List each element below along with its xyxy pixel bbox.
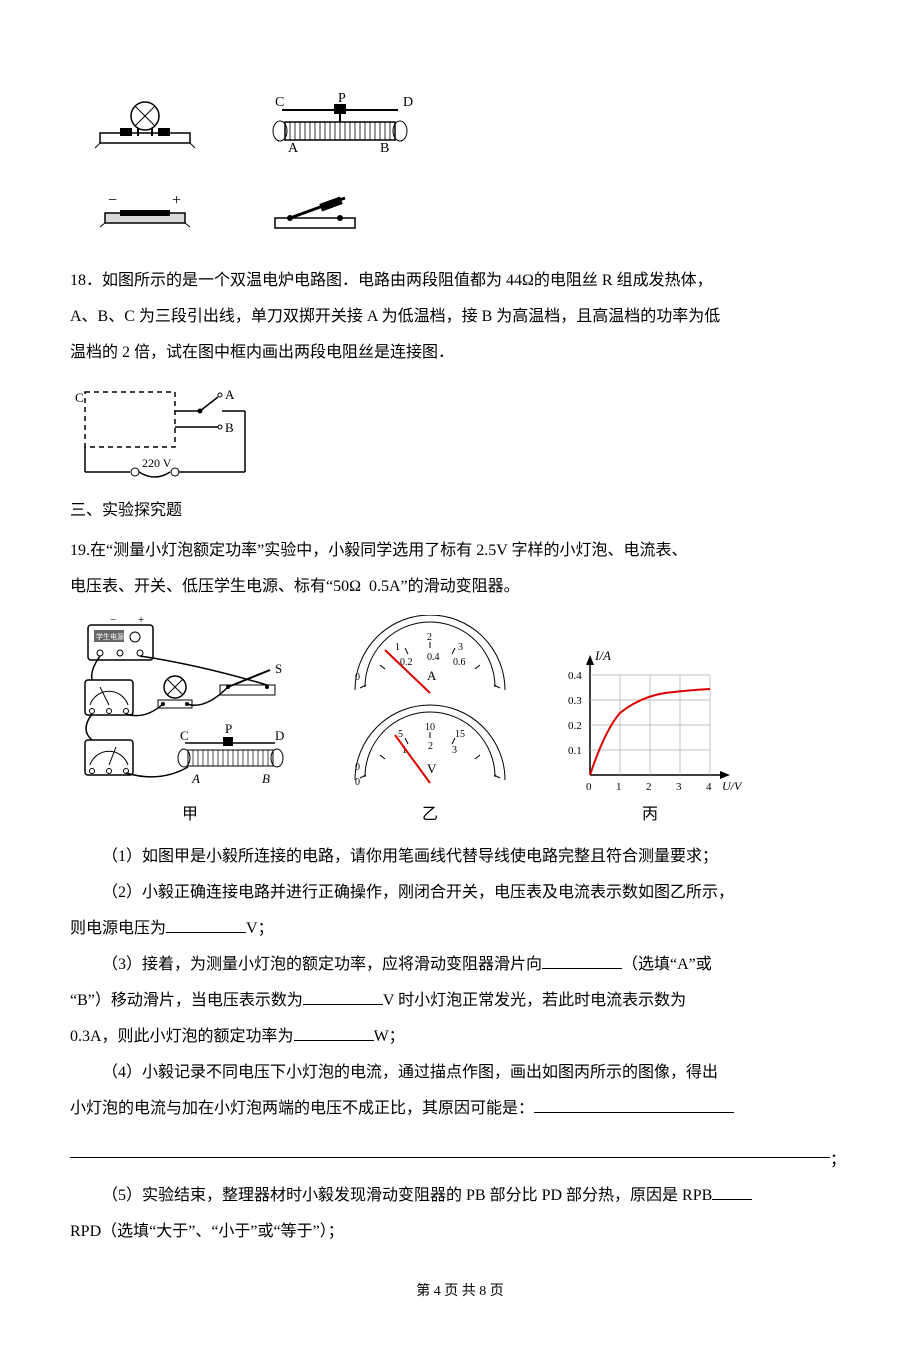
svg-text:0.4: 0.4 — [568, 670, 582, 682]
q19-p4a: （4）小毅记录不同电压下小灯泡的电流，通过描点作图，画出如图丙所示的图像，得出 — [70, 1057, 850, 1089]
q19-p5b: RPD（选填“大于”、“小于”或“等于”）； — [70, 1216, 850, 1248]
blank-reason-1[interactable] — [534, 1094, 734, 1113]
svg-text:学生电源: 学生电源 — [96, 632, 124, 641]
q18-line2: A、B、C 为三段引出线，单刀双掷开关接 A 为低温档，接 B 为高温档，且高温… — [70, 301, 850, 333]
label-d: D — [403, 95, 413, 110]
svg-text:0: 0 — [355, 777, 360, 788]
q19-figures: 学生电源 − + S — [70, 615, 850, 795]
battery-diagram: − + — [90, 190, 200, 235]
q19-p4b: 小灯泡的电流与加在小灯泡两端的电压不成正比，其原因可能是： — [70, 1093, 850, 1125]
page-footer: 第 4 页 共 8 页 — [70, 1278, 850, 1306]
blank-reason-2-row: ； — [70, 1129, 850, 1176]
svg-text:−: − — [108, 193, 117, 209]
blank-volt-reading[interactable] — [303, 986, 383, 1005]
svg-text:A: A — [427, 668, 437, 683]
svg-text:0: 0 — [355, 762, 360, 773]
svg-text:V: V — [427, 761, 437, 776]
q19-intro2: 电压表、开关、低压学生电源、标有“50Ω 0.5A”的滑动变阻器。 — [70, 571, 850, 603]
figure-yi: 0 1 0.2 2 0.4 3 0.6 A 0 0 5 1 10 2 15 — [330, 615, 530, 795]
svg-text:U/V: U/V — [722, 779, 743, 793]
svg-text:S: S — [275, 661, 282, 676]
label-a: A — [288, 141, 299, 156]
svg-text:2: 2 — [427, 632, 432, 643]
q19-intro1: 19.在“测量小灯泡额定功率”实验中，小毅同学选用了标有 2.5V 字样的小灯泡… — [70, 535, 850, 567]
svg-text:3: 3 — [676, 781, 682, 793]
blank-reason-2[interactable] — [70, 1135, 830, 1158]
svg-text:3: 3 — [452, 745, 457, 756]
rheostat-diagram: C P D A B — [260, 90, 420, 160]
svg-text:0.1: 0.1 — [568, 745, 582, 757]
q19-p2b: 则电源电压为V； — [70, 913, 850, 945]
caption-bing: 丙 — [550, 799, 750, 831]
svg-text:220 V: 220 V — [142, 456, 172, 470]
svg-text:0: 0 — [355, 672, 360, 683]
label-c: C — [275, 95, 284, 110]
svg-text:1: 1 — [616, 781, 622, 793]
q19-p3a: （3）接着，为测量小灯泡的额定功率，应将滑动变阻器滑片向（选填“A”或 — [70, 949, 850, 981]
svg-text:0.3: 0.3 — [568, 695, 582, 707]
svg-text:3: 3 — [458, 642, 463, 653]
svg-text:P: P — [225, 721, 232, 736]
svg-text:15: 15 — [455, 729, 465, 740]
label-b: B — [380, 141, 389, 156]
svg-text:2: 2 — [646, 781, 652, 793]
q19-p3c: 0.3A，则此小灯泡的额定功率为W； — [70, 1021, 850, 1053]
lamp-diagram — [90, 90, 200, 160]
svg-text:B: B — [225, 420, 234, 435]
label-p: P — [338, 91, 346, 106]
svg-text:10: 10 — [425, 722, 435, 733]
svg-text:C: C — [180, 728, 189, 743]
svg-text:A: A — [191, 771, 200, 786]
svg-text:0: 0 — [586, 781, 592, 793]
svg-text:2: 2 — [428, 741, 433, 752]
switch-diagram — [260, 190, 370, 235]
svg-text:I/A: I/A — [594, 648, 611, 663]
figure-bing: I/A 0.4 0.3 0.2 0.1 0 1 2 3 4 U/V — [550, 645, 750, 795]
section-3-header: 三、实验探究题 — [70, 495, 850, 527]
svg-text:1: 1 — [395, 642, 400, 653]
svg-text:+: + — [172, 193, 181, 209]
figure-captions: 甲 乙 丙 — [70, 799, 850, 831]
caption-jia: 甲 — [70, 799, 310, 831]
q19-p2a: （2）小毅正确连接电路并进行正确操作，刚闭合开关，电压表及电流表示数如图乙所示， — [70, 877, 850, 909]
svg-text:0.2: 0.2 — [568, 720, 582, 732]
q18-line3: 温档的 2 倍，试在图中框内画出两段电阻丝是连接图． — [70, 337, 850, 369]
svg-text:0.4: 0.4 — [427, 652, 440, 663]
q19-p3b: “B”）移动滑片，当电压表示数为V 时小灯泡正常发光，若此时电流表示数为 — [70, 985, 850, 1017]
q18-circuit: C A B 220 V — [70, 377, 850, 487]
svg-text:5: 5 — [398, 729, 403, 740]
q18-line1: 18．如图所示的是一个双温电炉电路图．电路由两段阻值都为 44Ω的电阻丝 R 组… — [70, 265, 850, 297]
svg-text:B: B — [262, 771, 270, 786]
svg-text:4: 4 — [706, 781, 712, 793]
blank-voltage[interactable] — [166, 914, 246, 933]
blank-direction[interactable] — [542, 950, 622, 969]
blank-power[interactable] — [294, 1022, 374, 1041]
svg-text:C: C — [75, 390, 84, 405]
figure-jia: 学生电源 − + S — [70, 615, 310, 795]
component-row-1: C P D A B — [90, 90, 850, 160]
svg-text:0.6: 0.6 — [453, 657, 466, 668]
q19-p1: （1）如图甲是小毅所连接的电路，请你用笔画线代替导线使电路完整且符合测量要求； — [70, 841, 850, 873]
svg-text:A: A — [225, 387, 235, 402]
svg-text:D: D — [275, 728, 284, 743]
svg-text:−: − — [110, 615, 116, 626]
q19-p5a: （5）实验结束，整理器材时小毅发现滑动变阻器的 PB 部分比 PD 部分热，原因… — [70, 1180, 850, 1212]
component-row-2: − + — [90, 190, 850, 235]
blank-compare[interactable] — [712, 1182, 752, 1201]
svg-text:+: + — [138, 615, 144, 626]
caption-yi: 乙 — [330, 799, 530, 831]
